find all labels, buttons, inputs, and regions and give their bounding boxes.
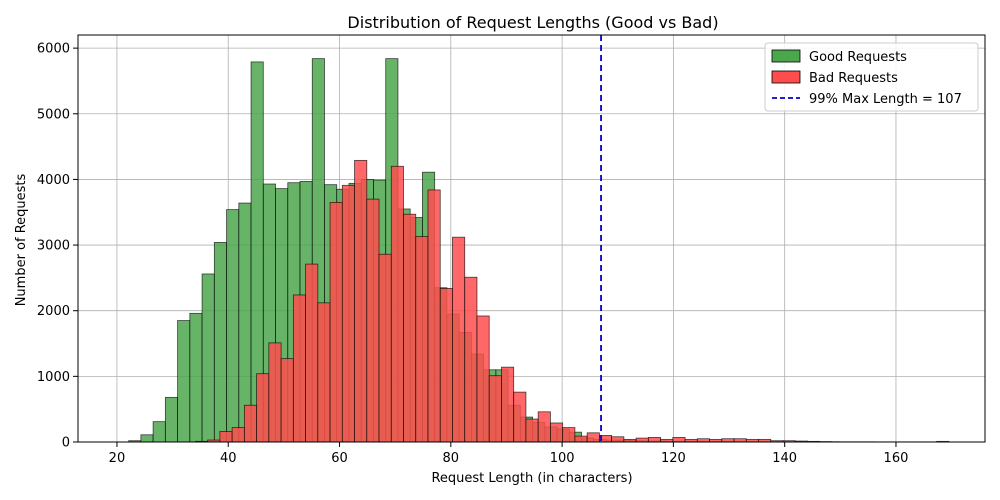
legend-label-good: Good Requests [809, 50, 907, 65]
bar-bad [317, 302, 331, 443]
bar-good [152, 421, 166, 443]
legend-swatch-bad [771, 70, 801, 84]
legend-swatch-good [771, 49, 801, 63]
bar-bad [219, 431, 233, 443]
bar-bad [427, 189, 441, 443]
bar-bad [464, 276, 478, 443]
bar-bad [672, 437, 686, 443]
legend-frame [764, 42, 979, 112]
legend-label-bad: Bad Requests [809, 71, 898, 86]
x-tick-label: 140 [772, 451, 797, 466]
bar-bad [243, 404, 258, 443]
bar-bad [366, 198, 380, 443]
bar-bad [452, 236, 466, 443]
legend: Good Requests Bad Requests 99% Max Lengt… [764, 42, 979, 112]
plot-frame [77, 34, 986, 443]
bar-bad [439, 287, 453, 443]
bar-bad [268, 342, 282, 443]
bars [128, 58, 950, 443]
legend-label-reference: 99% Max Length = 107 [809, 92, 962, 107]
bar-bad [501, 366, 515, 443]
bar-bad [513, 391, 527, 443]
bar-good [177, 320, 191, 443]
bar-bad [403, 213, 417, 443]
bar-good [189, 312, 203, 443]
x-axis-label: Request Length (in characters) [431, 471, 632, 486]
bar-bad [415, 236, 429, 443]
bar-bad [574, 435, 588, 443]
y-tick-label: 1000 [37, 370, 70, 385]
x-tick-label: 120 [661, 451, 686, 466]
bar-bad [476, 315, 490, 443]
bar-bad [256, 373, 270, 443]
bar-bad [390, 165, 404, 443]
x-tick-label: 100 [550, 451, 575, 466]
bar-good [226, 209, 240, 443]
bar-bad [305, 263, 319, 443]
bar-bad [586, 432, 600, 443]
y-tick-label: 2000 [37, 304, 70, 319]
bar-bad [341, 184, 355, 443]
bar-good [164, 396, 179, 443]
bar-bad [488, 375, 502, 443]
bar-bad [647, 437, 661, 443]
x-tick-label: 80 [443, 451, 460, 466]
y-tick-label: 4000 [37, 173, 70, 188]
bar-good [140, 434, 154, 443]
bar-bad [562, 427, 576, 443]
y-tick-label: 6000 [37, 42, 70, 57]
x-tick-label: 40 [220, 451, 237, 466]
bar-bad [611, 436, 625, 443]
bar-good [213, 242, 227, 443]
bar-bad [292, 294, 306, 443]
y-tick-label: 5000 [37, 107, 70, 122]
y-tick-label: 3000 [37, 239, 70, 254]
bar-bad [635, 437, 649, 443]
y-axis-label: Number of Requests [14, 173, 29, 306]
chart-title: Distribution of Request Lengths (Good vs… [347, 13, 718, 32]
bar-bad [537, 411, 551, 443]
bar-bad [280, 358, 294, 443]
bar-bad [525, 418, 539, 443]
bar-bad [231, 427, 245, 443]
ticks: 20 40 60 80 100 120 140 160 0 1000 2000 3000 4000 500… [37, 42, 908, 466]
bar-bad [550, 422, 564, 443]
bar-bad [378, 253, 392, 443]
x-tick-label: 160 [884, 451, 909, 466]
x-tick-label: 60 [331, 451, 348, 466]
x-tick-label: 20 [109, 451, 126, 466]
bar-bad [354, 159, 368, 443]
bar-good [201, 273, 215, 443]
y-tick-label: 0 [62, 436, 70, 451]
bar-bad [329, 201, 343, 443]
